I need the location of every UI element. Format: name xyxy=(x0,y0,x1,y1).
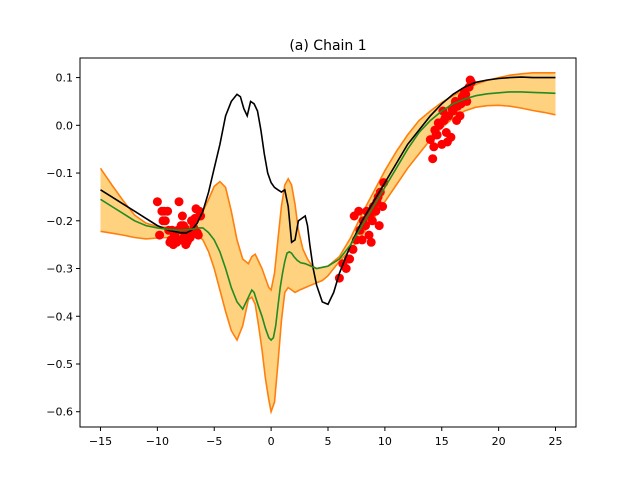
x-tick-label: 20 xyxy=(492,435,506,448)
observation-point xyxy=(177,211,187,221)
observation-point xyxy=(367,216,377,226)
posterior-mean-line xyxy=(100,91,556,342)
plot-area xyxy=(99,72,556,415)
observation-point xyxy=(429,142,439,152)
y-tick-label: −0.5 xyxy=(46,358,73,371)
observation-point xyxy=(341,264,351,273)
y-tick-label: −0.1 xyxy=(46,167,73,180)
y-tick-label: 0.0 xyxy=(56,119,74,132)
observation-point xyxy=(183,235,193,245)
observation-point xyxy=(180,223,190,233)
observation-point xyxy=(461,89,471,99)
x-tick-label: 5 xyxy=(325,435,332,448)
observation-point xyxy=(440,113,450,123)
observation-point xyxy=(433,118,443,128)
observation-point xyxy=(364,230,374,240)
observation-point xyxy=(357,235,367,245)
observation-point xyxy=(431,130,441,140)
y-tick-label: 0.1 xyxy=(56,72,74,85)
observation-point xyxy=(165,237,175,247)
observation-point xyxy=(366,237,376,247)
observation-point xyxy=(158,216,168,226)
x-tick-label: 15 xyxy=(435,435,449,448)
observation-point xyxy=(442,137,452,147)
observation-point xyxy=(348,244,358,254)
observation-point xyxy=(452,116,462,125)
x-tick-label: −15 xyxy=(89,435,112,448)
observation-point xyxy=(349,211,359,221)
observation-point xyxy=(374,221,384,231)
x-tick-label: −10 xyxy=(146,435,169,448)
observation-point xyxy=(465,75,475,85)
x-tick-label: 25 xyxy=(549,435,563,448)
observation-point xyxy=(175,235,185,245)
x-tick-label: 0 xyxy=(268,435,275,448)
chart-title: (a) Chain 1 xyxy=(289,38,366,54)
observation-point xyxy=(428,154,438,164)
y-tick-label: −0.4 xyxy=(46,310,73,323)
series-group xyxy=(99,72,556,415)
observation-point xyxy=(174,197,184,207)
observation-point xyxy=(159,206,169,216)
observation-point xyxy=(192,228,202,238)
true-function-line xyxy=(100,76,556,306)
axis-ticks: −15 −10 −5 0 5 10 15 20 25 −0.6 −0.5 −0.4 −0.3 −0.2 −0… xyxy=(46,72,562,448)
y-tick-label: −0.6 xyxy=(46,406,73,419)
x-tick-label: 10 xyxy=(378,435,392,448)
x-tick-label: −5 xyxy=(206,435,222,448)
observation-point xyxy=(378,202,388,211)
y-tick-label: −0.3 xyxy=(46,263,73,276)
observation-point xyxy=(188,216,198,226)
observation-point xyxy=(152,197,162,207)
observation-point xyxy=(371,206,381,216)
y-tick-label: −0.2 xyxy=(46,215,73,228)
observation-point xyxy=(155,230,165,240)
